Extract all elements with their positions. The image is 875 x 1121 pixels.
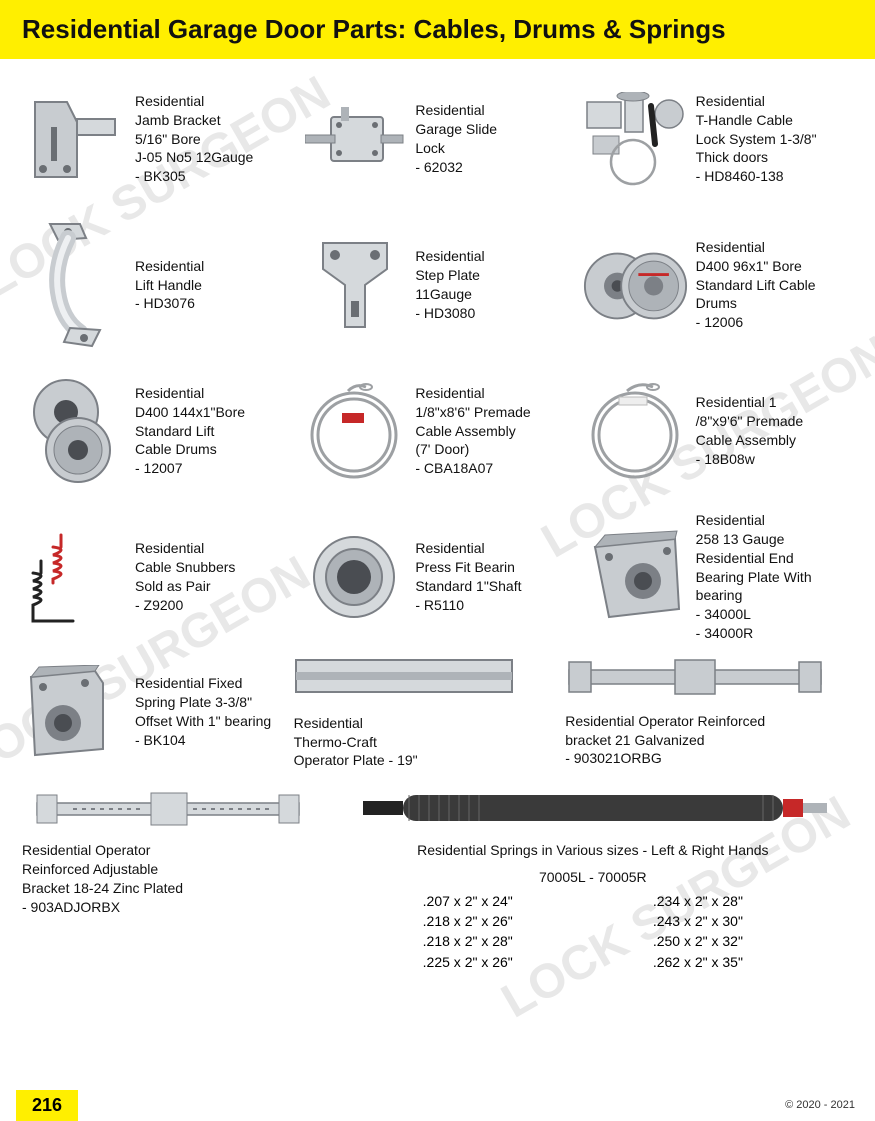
spring-size: .207 x 2" x 24" [423,891,623,911]
product-label: Residential258 13 GaugeResidential EndBe… [696,511,812,643]
page-footer: 216 © 2020 - 2021 [0,1090,875,1120]
product-image [583,87,688,192]
product-image [22,525,127,630]
spring-size: .225 x 2" x 26" [423,952,623,972]
product-image [294,654,514,698]
product-reinforced-bracket-21: Residential Operator Reinforcedbracket 2… [565,647,853,777]
product-label: ResidentialJamb Bracket5/16" BoreJ-05 No… [135,92,253,186]
product-image [565,656,825,696]
product-label: ResidentialPress Fit BearinStandard 1"Sh… [415,539,521,615]
product-cable-snubbers: ResidentialCable SnubbersSold as Pair- Z… [22,507,292,647]
product-label: ResidentialLift Handle- HD3076 [135,257,204,314]
product-end-bearing-plate: Residential258 13 GaugeResidential EndBe… [583,507,853,647]
product-image [583,525,688,630]
product-image [302,87,407,192]
product-label: ResidentialThermo-CraftOperator Plate - … [294,714,418,771]
springs-title: Residential Springs in Various sizes - L… [333,841,853,860]
springs-sizes-table: .207 x 2" x 24" .218 x 2" x 26" .218 x 2… [423,891,853,972]
product-step-plate: ResidentialStep Plate11Gauge- HD3080 [302,215,572,355]
copyright: © 2020 - 2021 [785,1099,855,1111]
product-cable-drums-144: ResidentialD400 144x1"BoreStandard LiftC… [22,361,292,501]
product-slide-lock: ResidentialGarage SlideLock- 62032 [302,69,572,209]
catalog-content: ResidentialJamb Bracket5/16" BoreJ-05 No… [0,59,875,972]
product-thermo-craft-plate: ResidentialThermo-CraftOperator Plate - … [294,647,556,777]
product-image [333,783,853,833]
product-image [22,660,127,765]
product-label: Residential OperatorReinforced Adjustabl… [22,841,315,917]
product-cable-drums-96: ResidentialD400 96x1" BoreStandard Lift … [583,215,853,355]
product-press-fit-bearing: ResidentialPress Fit BearinStandard 1"Sh… [302,507,572,647]
product-image [583,233,688,338]
product-image [583,379,688,484]
product-label: Residential 1/8"x9'6" PremadeCable Assem… [696,393,804,469]
product-jamb-bracket: ResidentialJamb Bracket5/16" BoreJ-05 No… [22,69,292,209]
product-label: Residential1/8"x8'6" PremadeCable Assemb… [415,384,530,478]
product-label: ResidentialCable SnubbersSold as Pair- Z… [135,539,235,615]
product-image [302,379,407,484]
spring-size: .234 x 2" x 28" [653,891,853,911]
page-number: 216 [16,1090,78,1121]
product-row-6: Residential OperatorReinforced Adjustabl… [22,783,853,972]
spring-size: .243 x 2" x 30" [653,911,853,931]
product-fixed-spring-plate: Residential FixedSpring Plate 3-3/8"Offs… [22,647,284,777]
product-t-handle-kit: ResidentialT-Handle CableLock System 1-3… [583,69,853,209]
product-lift-handle: ResidentialLift Handle- HD3076 [22,215,292,355]
product-label: Residential Operator Reinforcedbracket 2… [565,712,765,769]
product-image [22,87,127,192]
product-image [302,233,407,338]
spring-size: .250 x 2" x 32" [653,931,853,951]
product-label: Residential FixedSpring Plate 3-3/8"Offs… [135,674,271,750]
product-label: ResidentialStep Plate11Gauge- HD3080 [415,247,484,323]
product-label: ResidentialD400 96x1" BoreStandard Lift … [696,238,816,332]
springs-models: 70005L - 70005R [333,868,853,887]
spring-size: .218 x 2" x 26" [423,911,623,931]
product-image [302,525,407,630]
product-row-5: Residential FixedSpring Plate 3-3/8"Offs… [22,647,853,777]
product-cable-assembly-9-6: Residential 1/8"x9'6" PremadeCable Assem… [583,361,853,501]
product-label: ResidentialT-Handle CableLock System 1-3… [696,92,817,186]
product-label: ResidentialD400 144x1"BoreStandard LiftC… [135,384,245,478]
product-image [22,379,127,484]
product-image [22,783,315,833]
product-grid: ResidentialJamb Bracket5/16" BoreJ-05 No… [22,69,853,647]
page-header: Residential Garage Door Parts: Cables, D… [0,0,875,59]
product-label: ResidentialGarage SlideLock- 62032 [415,101,497,177]
product-image [22,233,127,338]
spring-size: .218 x 2" x 28" [423,931,623,951]
product-torsion-springs: Residential Springs in Various sizes - L… [333,783,853,972]
product-adjustable-bracket: Residential OperatorReinforced Adjustabl… [22,783,315,972]
product-cable-assembly-7ft: Residential1/8"x8'6" PremadeCable Assemb… [302,361,572,501]
spring-size: .262 x 2" x 35" [653,952,853,972]
page-title: Residential Garage Door Parts: Cables, D… [22,14,853,45]
